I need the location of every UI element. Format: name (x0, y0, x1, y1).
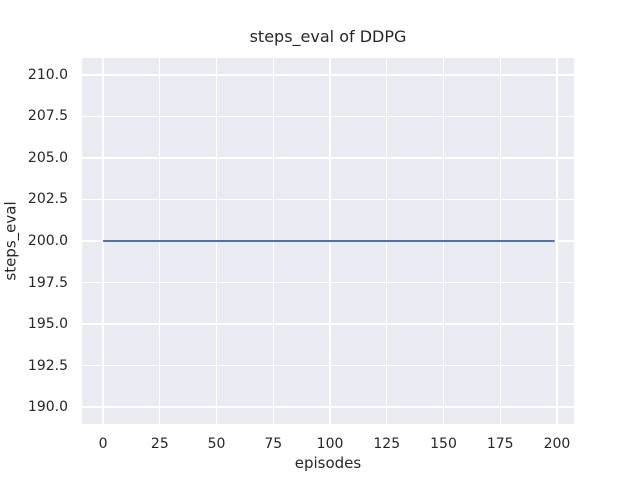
x-tick-label: 100 (316, 436, 344, 452)
plot-area (82, 58, 574, 424)
x-tick-label: 125 (373, 436, 401, 452)
gridline-horizontal (82, 281, 574, 284)
gridline-horizontal (82, 406, 574, 408)
chart-title: steps_eval of DDPG (249, 27, 407, 46)
x-tick-label: 75 (264, 436, 283, 452)
gridline-horizontal (82, 157, 574, 159)
x-tick-label: 25 (150, 436, 169, 452)
y-tick-label: 207.5 (27, 108, 68, 125)
x-axis-label: episodes (294, 454, 362, 472)
gridline-horizontal (82, 74, 574, 76)
y-tick-label: 190.0 (27, 399, 68, 416)
series-layer (103, 240, 555, 242)
y-tick-label: 205.0 (27, 149, 68, 166)
x-tick-label: 200 (543, 436, 571, 452)
y-tick-label: 210.0 (27, 66, 68, 83)
y-tick-label: 195.0 (27, 316, 68, 333)
x-tick-label: 0 (98, 436, 108, 452)
x-tick-label: 50 (207, 436, 226, 452)
gridline-horizontal (82, 198, 574, 201)
gridline-horizontal (82, 364, 574, 367)
y-axis-label-text: steps_eval (1, 201, 20, 281)
gridline-horizontal (82, 115, 574, 118)
x-tick-label: 175 (486, 436, 514, 452)
gridline-horizontal (82, 323, 574, 325)
y-tick-label: 192.5 (27, 357, 68, 374)
y-tick-label: 200.0 (27, 233, 68, 249)
x-tick-label: 150 (430, 436, 457, 452)
y-tick-label: 202.5 (27, 191, 68, 208)
y-tick-label: 197.5 (27, 274, 68, 291)
